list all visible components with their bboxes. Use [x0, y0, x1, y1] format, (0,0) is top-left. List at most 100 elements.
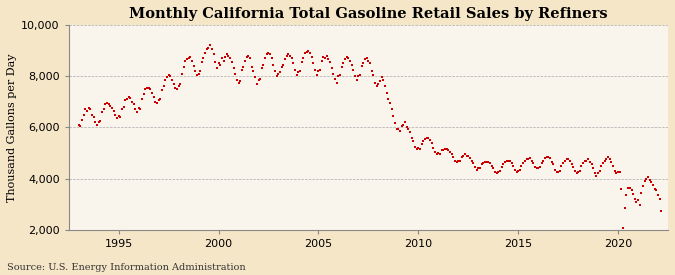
Point: [260, 56, 271, 60]
Point: [539, 156, 550, 160]
Point: [475, 166, 485, 170]
Point: [290, 67, 300, 72]
Point: [82, 108, 92, 113]
Point: [360, 57, 371, 62]
Point: [411, 147, 422, 151]
Point: [261, 52, 272, 57]
Point: [300, 51, 310, 55]
Point: [215, 62, 225, 67]
Point: [367, 69, 377, 73]
Point: [142, 86, 153, 90]
Point: [163, 73, 174, 77]
Point: [180, 59, 190, 63]
Point: [433, 151, 443, 155]
Point: [541, 155, 552, 159]
Point: [83, 106, 94, 110]
Point: [213, 61, 224, 65]
Point: [328, 71, 339, 76]
Point: [506, 161, 517, 165]
Point: [125, 96, 136, 100]
Point: [273, 71, 284, 76]
Point: [188, 64, 199, 68]
Point: [208, 52, 219, 57]
Point: [182, 57, 192, 62]
Point: [464, 156, 475, 160]
Point: [583, 157, 593, 161]
Point: [493, 170, 504, 174]
Point: [364, 61, 375, 65]
Point: [511, 170, 522, 174]
Point: [196, 60, 207, 64]
Point: [308, 61, 319, 65]
Point: [401, 125, 412, 130]
Point: [549, 167, 560, 172]
Point: [386, 107, 397, 112]
Point: [165, 74, 176, 78]
Point: [385, 101, 396, 105]
Point: [428, 146, 439, 150]
Point: [122, 97, 132, 101]
Point: [510, 167, 520, 172]
Point: [461, 153, 472, 158]
Point: [256, 66, 267, 71]
Point: [130, 107, 140, 112]
Point: [75, 124, 86, 128]
Point: [317, 59, 327, 63]
Point: [253, 78, 264, 82]
Point: [333, 74, 344, 78]
Point: [568, 165, 578, 169]
Point: [345, 59, 356, 63]
Point: [553, 170, 564, 174]
Point: [611, 171, 622, 176]
Point: [285, 53, 296, 58]
Point: [561, 157, 572, 161]
Point: [398, 123, 409, 127]
Point: [371, 84, 382, 89]
Point: [351, 78, 362, 82]
Point: [400, 120, 410, 124]
Point: [651, 188, 662, 192]
Point: [143, 86, 154, 90]
Point: [604, 157, 615, 161]
Point: [463, 153, 474, 158]
Point: [414, 147, 425, 151]
Point: [85, 107, 96, 112]
Point: [327, 66, 338, 71]
Point: [220, 55, 231, 59]
Point: [265, 52, 275, 57]
Point: [656, 208, 667, 213]
Point: [378, 78, 389, 82]
Point: [145, 87, 156, 91]
Point: [242, 55, 252, 59]
Point: [448, 155, 459, 159]
Point: [591, 174, 602, 178]
Point: [435, 152, 446, 156]
Point: [503, 158, 514, 163]
Point: [255, 76, 266, 81]
Point: [250, 75, 261, 79]
Point: [628, 192, 639, 196]
Point: [546, 160, 557, 164]
Point: [496, 165, 507, 169]
Point: [342, 55, 352, 59]
Point: [230, 71, 240, 76]
Point: [558, 161, 568, 165]
Point: [601, 157, 612, 161]
Point: [223, 53, 234, 58]
Point: [375, 79, 385, 83]
Point: [545, 156, 556, 160]
Point: [581, 158, 592, 163]
Point: [240, 59, 250, 63]
Point: [538, 158, 549, 163]
Point: [335, 73, 346, 77]
Point: [227, 60, 238, 64]
Point: [146, 90, 157, 95]
Point: [421, 135, 432, 140]
Point: [200, 51, 211, 55]
Point: [218, 59, 229, 63]
Point: [618, 226, 628, 231]
Point: [175, 82, 186, 86]
Point: [599, 158, 610, 163]
Point: [639, 179, 650, 183]
Point: [205, 43, 215, 48]
